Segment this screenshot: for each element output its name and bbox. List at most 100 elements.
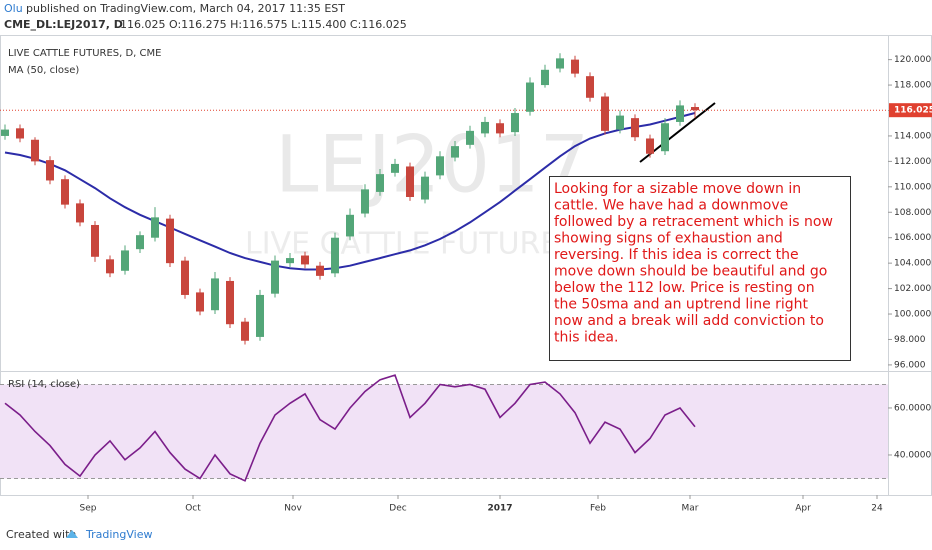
candle-body (136, 235, 144, 250)
watermark-symbol: LEJ2017 (275, 120, 589, 210)
candle-body (511, 113, 519, 133)
candle-body (286, 258, 294, 264)
annotation: Looking for a sizable move down incattle… (549, 176, 851, 361)
x-tick-label: 2017 (487, 504, 512, 514)
y-tick-label: 114.000 (894, 131, 931, 141)
last-price-label: 116.025 (894, 106, 932, 116)
y-tick-label: 112.000 (894, 157, 931, 167)
candle-body (421, 176, 429, 200)
annotation-line: now and a break will add conviction to (554, 313, 824, 329)
candle-body (616, 115, 624, 130)
x-tick-label: Nov (284, 504, 302, 514)
candle-body (526, 82, 534, 112)
candle-body (316, 265, 324, 276)
annotation-line: this idea. (554, 330, 618, 346)
candle-body (256, 294, 264, 337)
y-tick-label: 102.000 (894, 284, 931, 294)
annotation-line: move down should be beautiful and go (554, 264, 827, 280)
candle-body (331, 237, 339, 274)
footer-created: Created with (6, 528, 76, 541)
candle-body (541, 69, 549, 86)
candle-body (601, 96, 609, 131)
y-tick-label: 104.000 (894, 259, 931, 269)
candle-body (676, 105, 684, 122)
annotation-line: the 50sma and an uptrend line right (554, 297, 809, 313)
candle-body (496, 123, 504, 134)
candle-body (451, 146, 459, 158)
candle-body (61, 179, 69, 205)
candle-body (376, 174, 384, 192)
candle-body (166, 218, 174, 264)
ma-line (4, 112, 696, 271)
candle-body (466, 130, 474, 145)
candle-body (586, 76, 594, 98)
pane-title: LIVE CATTLE FUTURES, D, CME (8, 48, 161, 59)
candle-body (691, 107, 699, 111)
x-tick-label: Feb (590, 504, 606, 514)
y-tick-label: 100.000 (894, 310, 931, 320)
candle-body (631, 118, 639, 138)
annotation-line: below the 112 low. Price is resting on (554, 280, 815, 296)
annotation-line: followed by a retracement which is now (554, 214, 833, 230)
annotation-line: showing signs of exhaustion and (554, 231, 783, 247)
candle-body (46, 160, 54, 181)
legend-entry: MA (50, close) (8, 65, 79, 76)
rsi-line (4, 374, 696, 482)
candle-body (241, 321, 249, 341)
watermark-name: LIVE CATTLE FUTURES (245, 227, 578, 262)
candle-body (121, 250, 129, 271)
y-tick-label: 118.000 (894, 81, 931, 91)
y-tick-label: 110.000 (894, 182, 931, 192)
candle-body (481, 121, 489, 134)
footer-brand[interactable]: TradingView (85, 528, 152, 541)
x-tick-label: Dec (389, 504, 406, 514)
candle-body (346, 214, 354, 237)
candle-body (271, 260, 279, 294)
y-tick-label: 106.000 (894, 233, 931, 243)
x-tick-label: Apr (795, 504, 811, 514)
y-tick-label: 96.000 (894, 360, 926, 370)
candle-body (1, 129, 9, 136)
candle-body (211, 278, 219, 311)
x-tick-label: Oct (185, 504, 201, 514)
candle-body (226, 280, 234, 325)
pane-title: RSI (14, close) (8, 379, 80, 390)
candle-body (31, 139, 39, 162)
candle-body (151, 217, 159, 238)
rsi-band (0, 384, 888, 479)
candle-body (196, 292, 204, 312)
y-tick-label: 40.0000 (894, 450, 931, 460)
annotation-box (549, 176, 851, 361)
candle-body (436, 156, 444, 176)
candle-body (181, 260, 189, 295)
y-tick-label: 60.0000 (894, 403, 931, 413)
candle-body (301, 255, 309, 265)
annotation-line: Looking for a sizable move down in (554, 181, 801, 197)
x-tick-label: 24 (871, 504, 883, 514)
x-tick-label: Mar (682, 504, 699, 514)
brand-icon (66, 530, 78, 538)
y-tick-label: 120.000 (894, 55, 931, 65)
x-tick-label: Sep (80, 504, 97, 514)
candle-body (76, 203, 84, 223)
candle-body (406, 166, 414, 198)
candle-body (556, 58, 564, 69)
author[interactable]: Olu (4, 2, 23, 15)
candle-body (16, 128, 24, 139)
annotation-line: reversing. If this idea is correct the (554, 247, 799, 263)
published: published on TradingView.com, March 04, … (26, 2, 345, 15)
symbol: CME_DL:LEJ2017, D (4, 18, 123, 31)
candle-body (106, 259, 114, 274)
annotation-line: cattle. We have had a downmove (554, 198, 788, 214)
y-tick-label: 98.000 (894, 335, 926, 345)
candle-body (361, 189, 369, 214)
candle-body (661, 123, 669, 152)
last-price-tag (889, 103, 932, 118)
candle-body (646, 138, 654, 154)
candle-body (91, 224, 99, 257)
quote: 116.025 O:116.275 H:116.575 L:115.400 C:… (120, 18, 407, 31)
candle-body (391, 163, 399, 173)
candle-body (571, 59, 579, 74)
